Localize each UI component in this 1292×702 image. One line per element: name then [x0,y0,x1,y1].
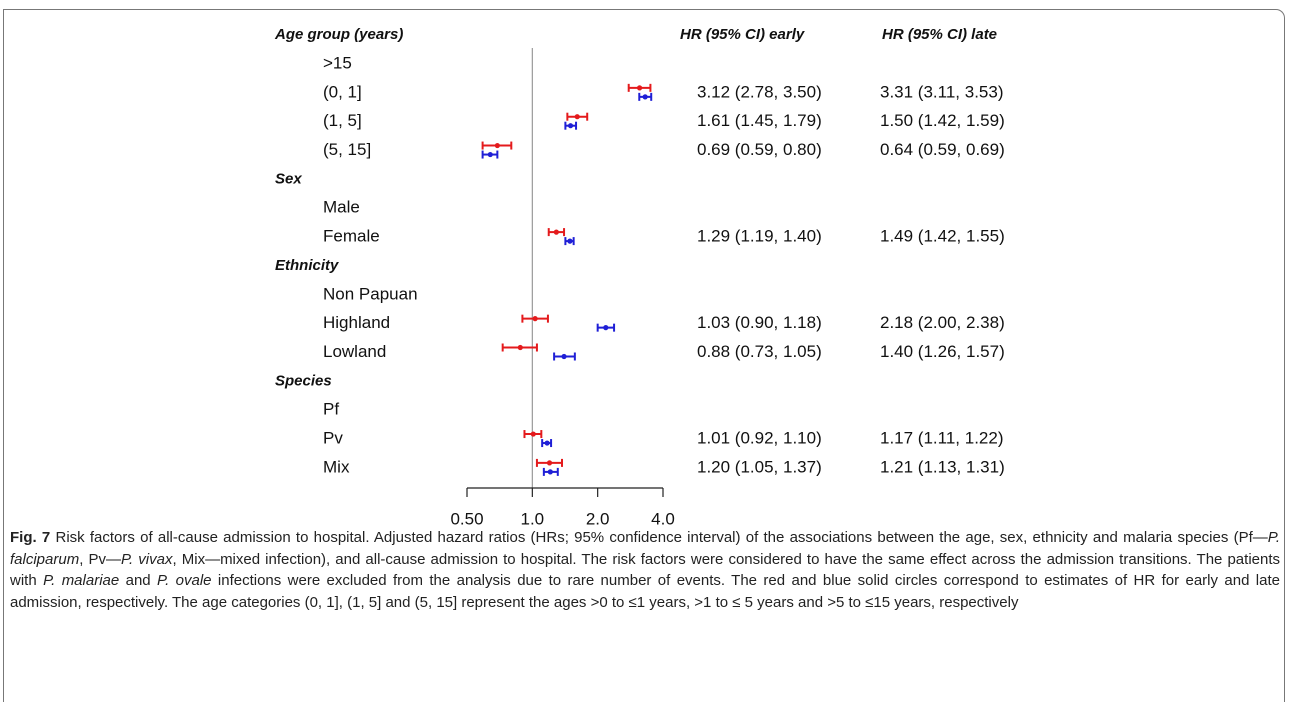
caption-text: , Pv— [79,550,121,568]
hr-point [567,123,574,129]
hr-text: 2.18 (2.00, 2.38) [880,313,1005,332]
row-label: Highland [323,313,390,332]
hr-point [561,353,567,360]
caption: Fig. 7 Risk factors of all-cause admissi… [10,527,1280,613]
hr-text: 1.29 (1.19, 1.40) [697,227,822,246]
hr-text: 0.88 (0.73, 1.05) [697,342,822,361]
x-tick-label: 2.0 [586,509,610,528]
hr-text: 1.17 (1.11, 1.22) [880,429,1004,448]
row-label: Non Papuan [323,284,418,303]
row-label: Pf [323,400,339,419]
forest-plot: Age group (years) HR (95% CI) early HR (… [274,26,1005,529]
row-label: Female [323,227,380,246]
column-header: Age group (years) [274,26,403,43]
hr-point [574,114,580,120]
group-title: Species [275,372,332,389]
hr-text: 0.64 (0.59, 0.69) [880,140,1005,159]
hr-point [547,469,553,475]
hr-point [642,94,648,100]
caption-text: P. vivax [120,550,173,568]
x-tick-label: 0.50 [450,509,483,528]
x-tick-label: 4.0 [651,509,675,528]
row-label: (0, 1] [323,82,362,101]
row-label: >15 [323,53,352,72]
hr-text: 1.61 (1.45, 1.79) [697,111,822,130]
caption-text: infections were excluded from the analys… [10,572,1280,611]
hr-point [603,325,609,331]
hr-point [553,229,559,235]
row-label: Pv [323,429,343,448]
group-title: Ethnicity [275,257,339,274]
hr-text: 1.01 (0.92, 1.10) [697,429,822,448]
hr-point [546,460,553,466]
column-header: HR (95% CI) early [680,26,805,43]
hr-point [636,85,643,91]
hr-text: 1.40 (1.26, 1.57) [880,342,1005,361]
hr-point [517,344,523,351]
hr-text: 1.20 (1.05, 1.37) [697,457,822,476]
row-label: (1, 5] [323,111,362,130]
row-label: Male [323,198,360,217]
row-label: (5, 15] [323,140,371,159]
figure-frame [3,9,1285,702]
hr-point [532,316,538,322]
hr-text: 1.03 (0.90, 1.18) [697,313,822,332]
column-header: HR (95% CI) late [882,26,997,43]
caption-text: P. malariae [43,572,120,589]
caption-text: P. ovale [157,572,212,589]
hr-text: 3.31 (3.11, 3.53) [880,82,1004,101]
hr-text: 0.69 (0.59, 0.80) [697,140,822,159]
group-title: Sex [275,170,302,187]
hr-text: 1.21 (1.13, 1.31) [880,457,1005,476]
caption-label: Fig. 7 [10,529,51,546]
caption-text: Risk factors of all-cause admission to h… [50,529,1268,546]
caption-text: and [119,572,158,589]
hr-text: 3.12 (2.78, 3.50) [697,82,822,101]
row-label: Mix [323,457,350,476]
hr-point [494,142,500,149]
hr-point [544,440,550,446]
hr-point [567,238,573,244]
caption-text: , Mix—mixed infection), and all-cause ad… [10,550,1281,590]
hr-point [487,151,493,158]
caption-text: P. falciparum [10,529,1281,568]
x-tick-label: 1.0 [521,509,545,528]
hr-text: 1.50 (1.42, 1.59) [880,111,1005,130]
hr-text: 1.49 (1.42, 1.55) [880,227,1005,246]
row-label: Lowland [323,342,386,361]
hr-point [530,431,536,437]
